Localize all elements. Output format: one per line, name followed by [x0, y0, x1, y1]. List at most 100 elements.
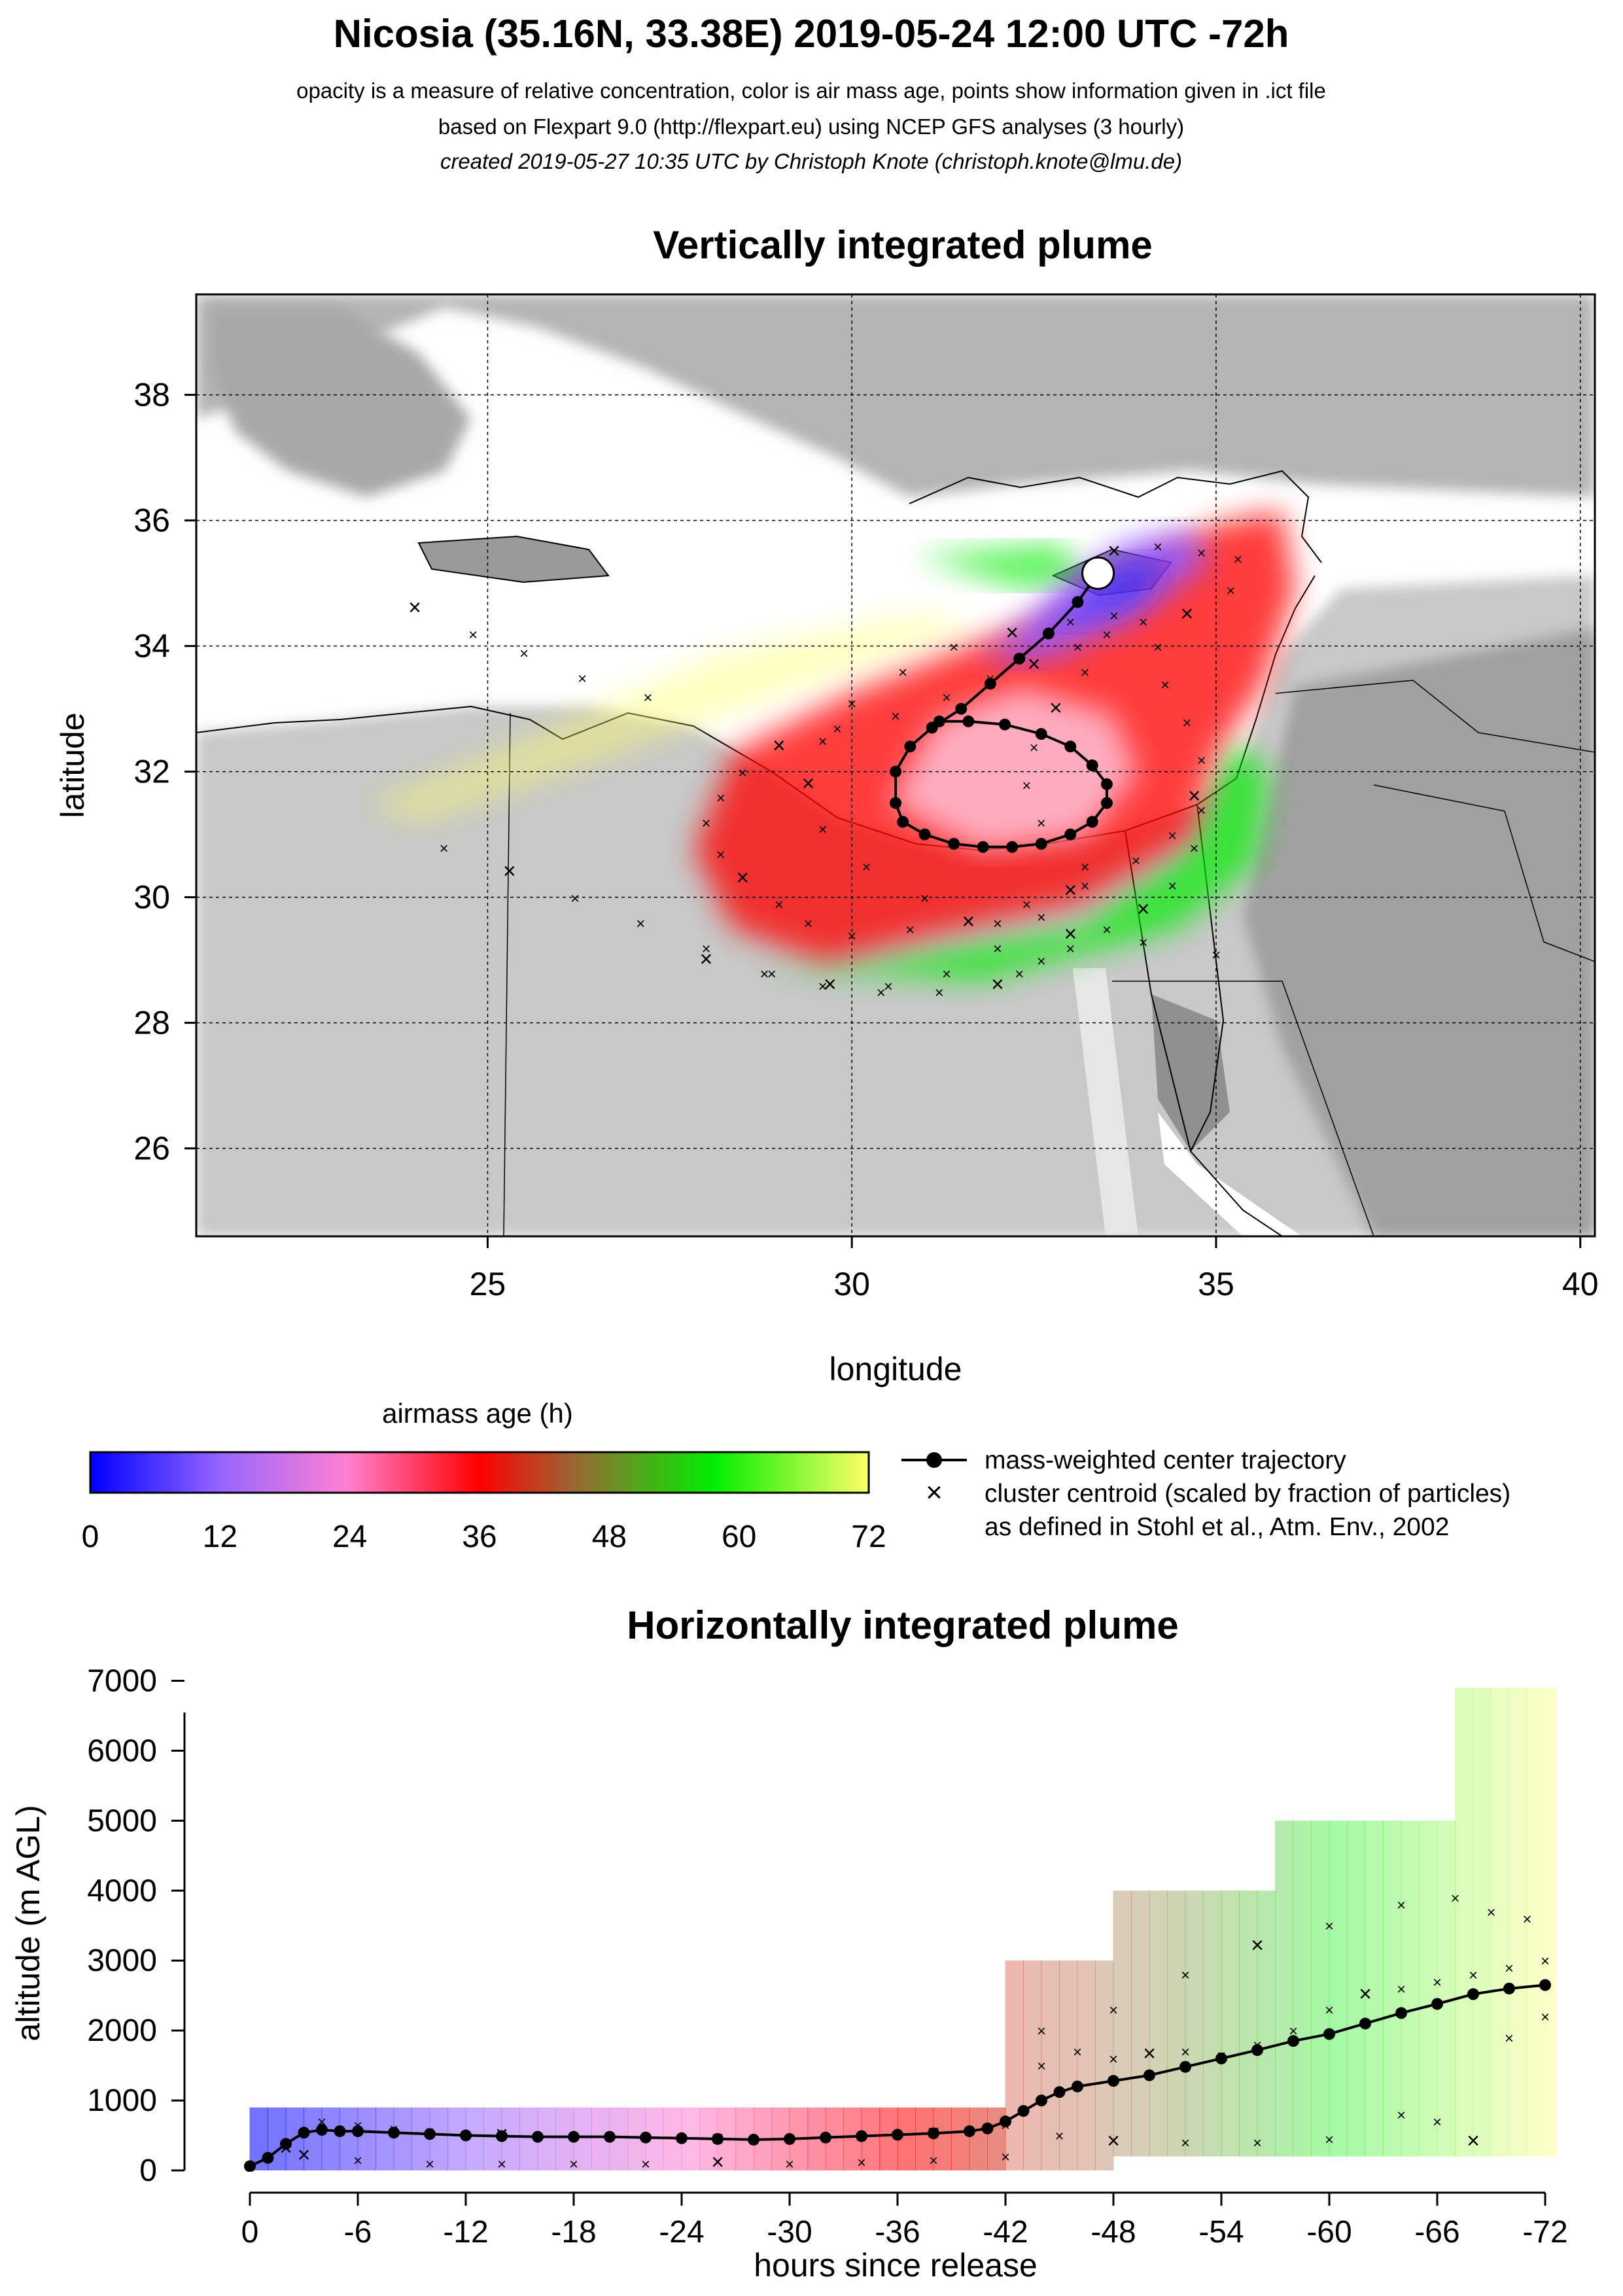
- profile-plume-cell: [951, 2107, 970, 2170]
- colorbar-tick-label: 24: [332, 1520, 367, 1554]
- profile-plume-cell: [1221, 1890, 1240, 2157]
- profile-trajectory-point: [981, 2122, 994, 2134]
- map-trajectory-point: [1064, 740, 1077, 753]
- map-cluster-cross: ×: [1064, 922, 1077, 947]
- map-cluster-cross: ×: [891, 708, 900, 725]
- map-x-tick-label: 30: [833, 1266, 870, 1302]
- map-cluster-cross: ×: [1102, 626, 1111, 644]
- map-cluster-cross: ×: [760, 965, 769, 983]
- map-y-tick-label: 36: [133, 502, 170, 539]
- map-trajectory-point: [1100, 797, 1113, 809]
- profile-cluster-cross: ×: [1397, 1897, 1406, 1915]
- profile-trajectory-point: [388, 2127, 400, 2139]
- map-trajectory-point: [962, 715, 975, 727]
- map-cluster-cross: ×: [1022, 896, 1031, 914]
- profile-trajectory-point: [640, 2131, 652, 2144]
- profile-cluster-cross: ×: [1359, 1982, 1372, 2007]
- map-trajectory-point: [955, 703, 968, 715]
- map-cluster-cross: ×: [738, 765, 747, 782]
- profile-plume-cell: [1293, 1820, 1312, 2157]
- profile-cluster-cross: ×: [1037, 2023, 1046, 2040]
- profile-cluster-cross: ×: [569, 2155, 578, 2173]
- profile-x-tick-label: -42: [983, 2215, 1028, 2250]
- profile-y-ticks: 0 1000 2000 3000 4000 5000 6000 7000: [87, 1663, 184, 2188]
- map-cluster-cross: ×: [468, 626, 478, 644]
- nile-valley: [1073, 968, 1138, 1236]
- profile-cluster-cross: ×: [1253, 2134, 1262, 2152]
- plume-green-south: [759, 739, 1269, 981]
- profile-cluster-cross: ×: [1055, 2128, 1064, 2146]
- profile-cluster-cross: ×: [1037, 2058, 1046, 2076]
- map-cluster-cross: ×: [991, 972, 1004, 997]
- map-cluster-cross: ×: [877, 984, 886, 1002]
- profile-trajectory-point: [712, 2132, 724, 2145]
- map-y-tick-label: 26: [133, 1130, 170, 1167]
- map-trajectory-point: [1072, 596, 1084, 608]
- map-cluster-cross: ×: [1197, 752, 1206, 769]
- profile-trajectory-point: [1467, 1988, 1479, 2000]
- profile-cluster-cross: ×: [497, 2155, 506, 2173]
- map-y-ticks: 26 28 30 32 34 36 38: [133, 377, 196, 1167]
- legend: mass-weighted center trajectory × cluste…: [901, 1446, 1510, 1541]
- profile-plume-cell: [1401, 1820, 1420, 2157]
- legend-trajectory-label: mass-weighted center trajectory: [985, 1446, 1346, 1474]
- profile-plume-cell: [1005, 1960, 1024, 2170]
- map-cluster-cross: ×: [1015, 965, 1024, 983]
- profile-trajectory-point: [1036, 2095, 1047, 2107]
- land-greece: [209, 307, 471, 497]
- profile-trajectory-point: [820, 2131, 831, 2144]
- profile-trajectory-point: [964, 2125, 975, 2138]
- profile-trajectory-point: [856, 2130, 867, 2142]
- border-4: [503, 712, 511, 1236]
- profile-trajectory-point: [316, 2123, 328, 2136]
- map-cluster-cross: ×: [824, 972, 837, 997]
- colorbar-tick-label: 48: [592, 1520, 627, 1554]
- map-cluster-cross: ×: [993, 940, 1002, 958]
- profile-plume-cell: [1419, 1820, 1438, 2157]
- profile-trajectory-point: [1287, 2035, 1299, 2047]
- map-cluster-cross: ×: [701, 940, 710, 958]
- profile-trajectory-point: [892, 2129, 903, 2141]
- profile-cluster-cross: ×: [1469, 1967, 1478, 1985]
- map-cluster-cross: ×: [767, 965, 777, 983]
- profile-cluster-cross: ×: [1325, 1918, 1334, 1936]
- map-cluster-cross: ×: [962, 909, 975, 934]
- profile-cluster-cross: ×: [1143, 2042, 1156, 2066]
- map-cluster-cross: ×: [1190, 840, 1199, 858]
- profile-y-tick-label: 5000: [87, 1803, 157, 1838]
- map-cluster-cross: ×: [1161, 676, 1170, 694]
- profile-y-tick-label: 2000: [87, 2013, 157, 2048]
- profile-plume-cell: [1455, 1688, 1474, 2157]
- map-cluster-cross: ×: [1037, 909, 1046, 926]
- profile-plume-cell: [1203, 1890, 1222, 2157]
- map-cluster-cross: ×: [1139, 934, 1148, 952]
- profile-plume-cell: [1239, 1890, 1258, 2157]
- profile-trajectory-point: [298, 2127, 310, 2139]
- map-trajectory-point: [1086, 759, 1098, 771]
- map-cluster-cross: ×: [1066, 614, 1075, 631]
- map-trajectory-point: [948, 838, 960, 850]
- map-cluster-cross: ×: [716, 846, 725, 863]
- profile-x-ticks: 0 -6 -12 -18 -24 -30 -36 -42 -48 -54 -60 -66 -72: [241, 2193, 1568, 2250]
- profile-trajectory-point: [1000, 2115, 1011, 2128]
- profile-trajectory-point: [244, 2160, 256, 2172]
- map-trajectory-point: [1035, 838, 1047, 850]
- profile-plume-cell: [340, 2107, 358, 2170]
- map-cluster-cross: ×: [1005, 620, 1019, 645]
- profile-trajectory-point: [568, 2131, 580, 2143]
- map-cluster-cross: ×: [884, 978, 893, 996]
- profile-trajectory-point: [676, 2132, 688, 2144]
- subtitle-line-2: based on Flexpart 9.0 (http://flexpart.e…: [438, 114, 1184, 139]
- profile-trajectory-point: [784, 2132, 795, 2145]
- plume-blue: [1047, 556, 1164, 628]
- profile-cluster-cross: ×: [929, 2152, 938, 2170]
- release-point-marker: [1081, 556, 1115, 590]
- profile-trajectory-point: [1215, 2052, 1227, 2064]
- profile-cluster-cross: ×: [1181, 2134, 1190, 2152]
- map-x-tick-label: 25: [470, 1266, 506, 1302]
- profile-trajectory-point: [604, 2131, 616, 2143]
- legend-reference-label: as defined in Stohl et al., Atm. Env., 2…: [985, 1513, 1449, 1541]
- map-trajectory-point: [999, 718, 1011, 731]
- map-cluster-cross: ×: [1066, 940, 1075, 958]
- map-cluster-cross: ×: [1139, 614, 1148, 631]
